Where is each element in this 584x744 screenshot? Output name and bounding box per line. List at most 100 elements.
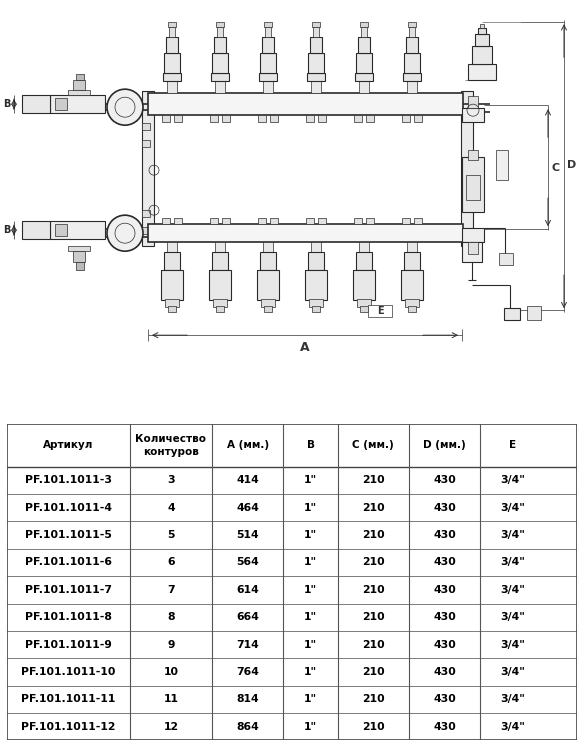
Bar xyxy=(404,53,420,73)
Text: 3/4": 3/4" xyxy=(500,612,525,622)
Bar xyxy=(68,246,90,251)
Bar xyxy=(142,124,150,130)
Bar xyxy=(359,243,369,252)
Bar xyxy=(313,28,319,37)
Bar xyxy=(407,243,417,252)
Bar xyxy=(76,262,84,270)
Text: 1": 1" xyxy=(304,530,317,540)
Bar xyxy=(214,37,226,53)
Text: 414: 414 xyxy=(237,475,259,485)
Bar xyxy=(209,270,231,300)
Bar xyxy=(168,22,176,28)
Bar xyxy=(169,28,175,37)
Bar xyxy=(260,252,276,270)
Bar xyxy=(265,28,271,37)
Bar xyxy=(354,218,362,224)
Bar xyxy=(76,74,84,80)
Bar xyxy=(462,228,484,243)
Bar xyxy=(164,252,180,270)
Text: PF.101.1011-4: PF.101.1011-4 xyxy=(25,503,112,513)
Text: 3: 3 xyxy=(167,475,175,485)
Text: 1": 1" xyxy=(304,585,317,595)
Text: 5: 5 xyxy=(167,530,175,540)
Text: PF.101.1011-12: PF.101.1011-12 xyxy=(21,722,116,731)
Bar xyxy=(311,81,321,93)
Bar xyxy=(258,115,266,122)
Circle shape xyxy=(107,89,143,125)
Bar xyxy=(468,96,478,108)
Circle shape xyxy=(107,215,143,251)
Text: 210: 210 xyxy=(362,530,384,540)
Text: 3/4": 3/4" xyxy=(500,694,525,705)
Bar xyxy=(309,299,323,307)
Text: B: B xyxy=(307,440,315,450)
Bar xyxy=(73,251,85,262)
Text: 430: 430 xyxy=(433,667,456,677)
Text: 564: 564 xyxy=(237,557,259,568)
Bar xyxy=(311,243,321,252)
Bar xyxy=(468,150,478,160)
Bar xyxy=(475,34,489,46)
Text: 9: 9 xyxy=(167,640,175,650)
Bar xyxy=(261,299,275,307)
Text: 8: 8 xyxy=(167,612,175,622)
Text: 210: 210 xyxy=(362,612,384,622)
Text: 3/4": 3/4" xyxy=(500,475,525,485)
Text: 514: 514 xyxy=(237,530,259,540)
Bar xyxy=(210,218,218,224)
Text: 1": 1" xyxy=(304,640,317,650)
Text: 430: 430 xyxy=(433,612,456,622)
Bar xyxy=(360,22,368,28)
Text: 814: 814 xyxy=(237,694,259,705)
Text: E: E xyxy=(509,440,516,450)
Text: B: B xyxy=(4,225,11,235)
Bar xyxy=(215,81,225,93)
Text: 464: 464 xyxy=(237,503,259,513)
Text: D (мм.): D (мм.) xyxy=(423,440,466,450)
Bar xyxy=(468,243,478,254)
Bar xyxy=(312,307,320,312)
Text: PF.101.1011-3: PF.101.1011-3 xyxy=(25,475,112,485)
Text: 3/4": 3/4" xyxy=(500,557,525,568)
Bar xyxy=(50,95,105,113)
Bar xyxy=(22,221,50,239)
Bar xyxy=(357,299,371,307)
Bar xyxy=(167,81,177,93)
Bar xyxy=(163,73,181,81)
Bar xyxy=(216,22,224,28)
Bar xyxy=(142,210,150,217)
Bar xyxy=(217,28,223,37)
Text: 3/4": 3/4" xyxy=(500,585,525,595)
Text: 1": 1" xyxy=(304,722,317,731)
Bar xyxy=(22,95,50,113)
Bar xyxy=(404,252,420,270)
Bar xyxy=(408,22,416,28)
Text: 11: 11 xyxy=(164,694,178,705)
Bar xyxy=(504,308,520,320)
Bar xyxy=(142,227,150,234)
Text: 714: 714 xyxy=(237,640,259,650)
Bar xyxy=(407,81,417,93)
Bar xyxy=(212,53,228,73)
Text: 210: 210 xyxy=(362,503,384,513)
Text: PF.101.1011-7: PF.101.1011-7 xyxy=(25,585,112,595)
Bar xyxy=(307,73,325,81)
Bar xyxy=(318,115,326,122)
Text: 10: 10 xyxy=(164,667,178,677)
Text: 764: 764 xyxy=(237,667,259,677)
Text: 3/4": 3/4" xyxy=(500,667,525,677)
Text: 1": 1" xyxy=(304,694,317,705)
Bar xyxy=(466,175,480,200)
Text: 210: 210 xyxy=(362,585,384,595)
Bar xyxy=(478,28,486,34)
Bar xyxy=(462,108,484,122)
Bar xyxy=(68,90,90,95)
Text: PF.101.1011-5: PF.101.1011-5 xyxy=(25,530,112,540)
Bar xyxy=(310,37,322,53)
Text: 430: 430 xyxy=(433,694,456,705)
Bar xyxy=(210,115,218,122)
Bar xyxy=(480,24,484,28)
Bar xyxy=(308,252,324,270)
Text: 210: 210 xyxy=(362,475,384,485)
Bar xyxy=(359,81,369,93)
